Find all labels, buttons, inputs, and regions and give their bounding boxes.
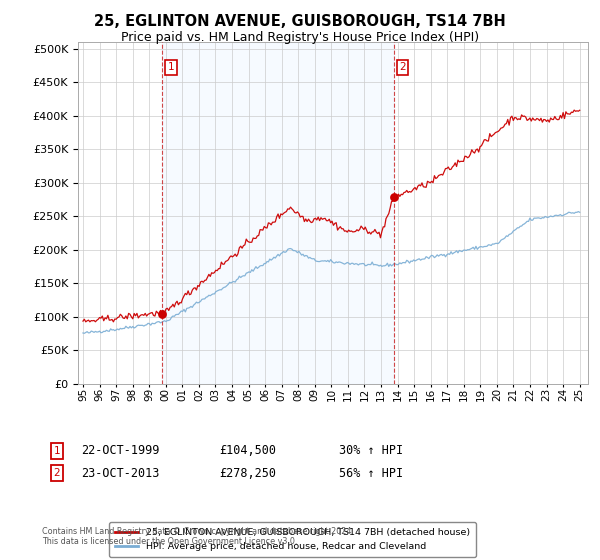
Text: 23-OCT-2013: 23-OCT-2013	[81, 466, 160, 480]
Text: 1: 1	[167, 63, 174, 72]
Text: £104,500: £104,500	[219, 444, 276, 458]
Point	[389, 193, 399, 202]
Text: 22-OCT-1999: 22-OCT-1999	[81, 444, 160, 458]
Legend: 25, EGLINTON AVENUE, GUISBOROUGH, TS14 7BH (detached house), HPI: Average price,: 25, EGLINTON AVENUE, GUISBOROUGH, TS14 7…	[109, 522, 476, 557]
Bar	[163, 42, 394, 384]
Text: £278,250: £278,250	[219, 466, 276, 480]
Text: 56% ↑ HPI: 56% ↑ HPI	[339, 466, 403, 480]
Text: Contains HM Land Registry data © Crown copyright and database right 2024.
This d: Contains HM Land Registry data © Crown c…	[42, 526, 354, 546]
Point	[158, 309, 167, 318]
Text: 25, EGLINTON AVENUE, GUISBOROUGH, TS14 7BH: 25, EGLINTON AVENUE, GUISBOROUGH, TS14 7…	[94, 14, 506, 29]
Text: Price paid vs. HM Land Registry's House Price Index (HPI): Price paid vs. HM Land Registry's House …	[121, 31, 479, 44]
Text: 1: 1	[53, 446, 61, 456]
Text: 2: 2	[53, 468, 61, 478]
Text: 30% ↑ HPI: 30% ↑ HPI	[339, 444, 403, 458]
Text: 2: 2	[399, 63, 406, 72]
